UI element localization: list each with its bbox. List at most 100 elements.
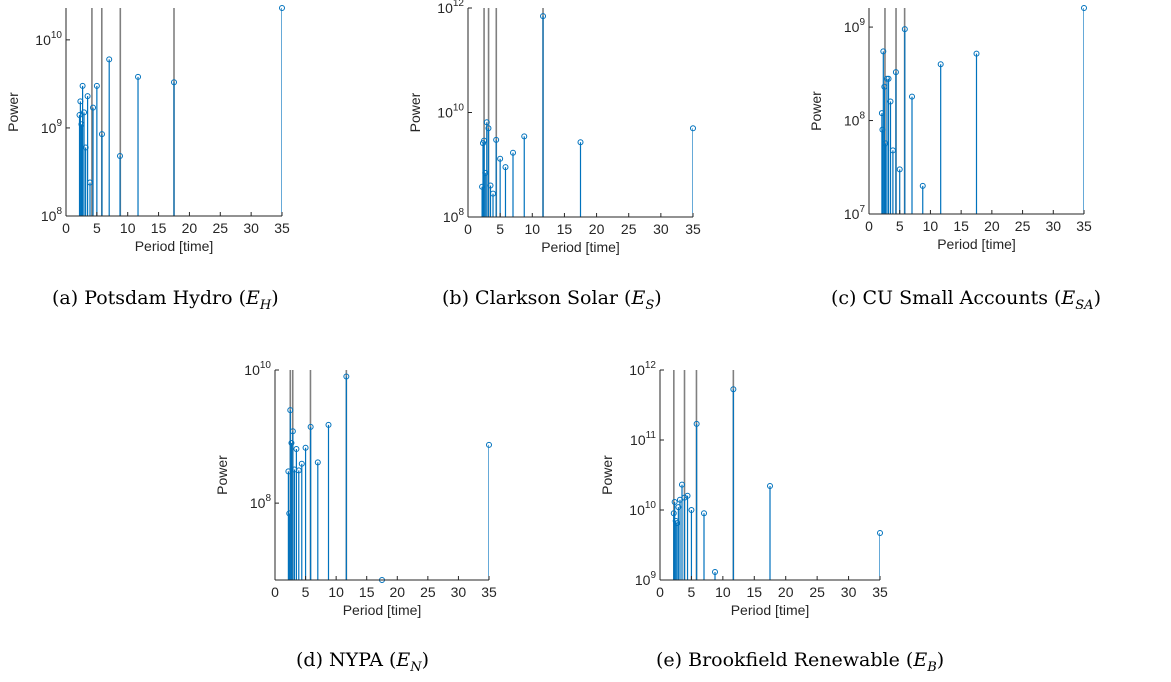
- data-point: [479, 183, 486, 190]
- data-point: [78, 121, 85, 128]
- data-point: [577, 139, 584, 146]
- caption-c-symbol: E: [1061, 287, 1076, 309]
- chart-panel-b: 0 5 10 15 20 25 30 35 108 1010 1012 Period [time] Po…: [400, 0, 775, 280]
- caption-e-suffix: ): [936, 649, 945, 671]
- y-tick-label: 108: [443, 207, 465, 225]
- x-tick-label: 30: [841, 584, 857, 600]
- data-point: [135, 73, 142, 80]
- data-point: [82, 144, 89, 151]
- data-point: [84, 93, 91, 100]
- data-point: [540, 13, 547, 20]
- caption-b-subscript: S: [645, 297, 655, 313]
- data-point: [919, 182, 926, 189]
- caption-c-subscript: SA: [1075, 297, 1094, 313]
- caption-c-suffix: ): [1093, 287, 1101, 309]
- caption-d: (d) NYPA (EN): [296, 649, 429, 675]
- x-tick-label: 0: [62, 220, 70, 236]
- data-point: [892, 69, 899, 76]
- plot-area: [78, 8, 282, 216]
- x-tick-label: 5: [496, 221, 504, 237]
- x-tick-label: 5: [896, 218, 904, 234]
- y-tick-label: 1010: [244, 360, 271, 378]
- x-tick-label: 0: [271, 584, 279, 600]
- data-point: [285, 468, 292, 475]
- data-point: [937, 61, 944, 68]
- data-point: [879, 126, 886, 133]
- chart-b: 0 5 10 15 20 25 30 35 108 1010 1012 Period [time] Po…: [407, 0, 701, 255]
- data-point: [675, 504, 682, 511]
- data-point: [909, 93, 915, 100]
- x-tick-label: 30: [243, 220, 259, 236]
- data-point: [767, 483, 773, 490]
- plot-area: [287, 370, 489, 580]
- data-point: [291, 466, 298, 473]
- x-tick-label: 20: [984, 218, 1000, 234]
- data-point: [881, 83, 888, 90]
- data-point: [314, 459, 321, 466]
- data-point: [487, 182, 494, 189]
- caption-e: (e) Brookfield Renewable (EB): [656, 649, 944, 675]
- x-tick-label: 35: [481, 584, 497, 600]
- x-axis-label: Period [time]: [731, 602, 810, 618]
- data-point: [701, 510, 707, 517]
- data-point: [307, 423, 314, 430]
- x-tick-label: 5: [302, 584, 310, 600]
- caption-c: (c) CU Small Accounts (ESA): [831, 287, 1101, 313]
- caption-b-suffix: ): [654, 287, 662, 309]
- data-point: [712, 569, 718, 576]
- chart-c: 0 5 10 15 20 25 30 35 107 108 109 Period [time] Powe…: [808, 5, 1092, 252]
- caption-d-suffix: ): [421, 649, 430, 671]
- x-tick-label: 20: [589, 221, 605, 237]
- caption-c-prefix: (c) CU Small Accounts (: [831, 287, 1062, 309]
- caption-e-subscript: B: [927, 659, 937, 675]
- chart-panel-e: 0 5 10 15 20 25 30 35 109 1010 1011 1012 Period [tim…: [600, 360, 975, 632]
- data-point: [882, 140, 889, 147]
- data-point: [973, 50, 980, 57]
- x-tick-label: 20: [182, 220, 198, 236]
- x-tick-label: 30: [653, 221, 669, 237]
- x-tick-label: 10: [524, 221, 540, 237]
- x-tick-label: 25: [1015, 218, 1031, 234]
- y-tick-label: 1010: [35, 30, 62, 48]
- chart-panel-a: 0 5 10 15 20 25 30 35 108 109 1010 Period [time] Pow…: [0, 0, 360, 280]
- data-point: [673, 520, 680, 527]
- data-point: [77, 98, 84, 105]
- data-point: [482, 169, 489, 176]
- data-point: [688, 507, 695, 513]
- data-point: [679, 481, 685, 488]
- caption-a: (a) Potsdam Hydro (EH): [52, 287, 279, 313]
- plot-area: [881, 8, 1084, 214]
- x-tick-label: 15: [151, 220, 167, 236]
- y-tick-label: 107: [844, 204, 866, 222]
- caption-d-subscript: N: [410, 659, 422, 675]
- data-point: [885, 75, 892, 82]
- data-point: [298, 460, 305, 467]
- x-tick-label: 35: [1076, 218, 1092, 234]
- x-tick-label: 5: [688, 584, 696, 600]
- chart-a: 0 5 10 15 20 25 30 35 108 109 1010 Period [time] Pow…: [5, 5, 290, 254]
- data-point: [490, 190, 497, 197]
- data-point: [325, 421, 332, 428]
- chart-e: 0 5 10 15 20 25 30 35 109 1010 1011 1012 Period [tim…: [600, 360, 888, 618]
- x-tick-label: 35: [872, 584, 888, 600]
- data-point: [289, 428, 296, 435]
- x-axis-label: Period [time]: [343, 602, 422, 618]
- data-point: [288, 440, 295, 447]
- y-tick-label: 108: [844, 111, 866, 129]
- caption-a-symbol: E: [246, 287, 260, 309]
- data-point: [293, 446, 300, 453]
- data-point: [485, 125, 492, 132]
- caption-a-prefix: (a) Potsdam Hydro (: [52, 287, 247, 309]
- data-point: [493, 136, 500, 143]
- caption-e-symbol: E: [913, 649, 928, 671]
- x-axis-label: Period [time]: [541, 239, 620, 255]
- data-point: [87, 179, 94, 186]
- x-tick-label: 15: [953, 218, 969, 234]
- caption-b-prefix: (b) Clarkson Solar (: [442, 287, 632, 309]
- x-axis-label: Period [time]: [135, 238, 214, 254]
- y-tick-label: 109: [635, 570, 657, 588]
- data-point: [486, 441, 492, 448]
- x-tick-label: 0: [464, 221, 472, 237]
- x-tick-label: 30: [451, 584, 467, 600]
- caption-e-prefix: (e) Brookfield Renewable (: [656, 649, 914, 671]
